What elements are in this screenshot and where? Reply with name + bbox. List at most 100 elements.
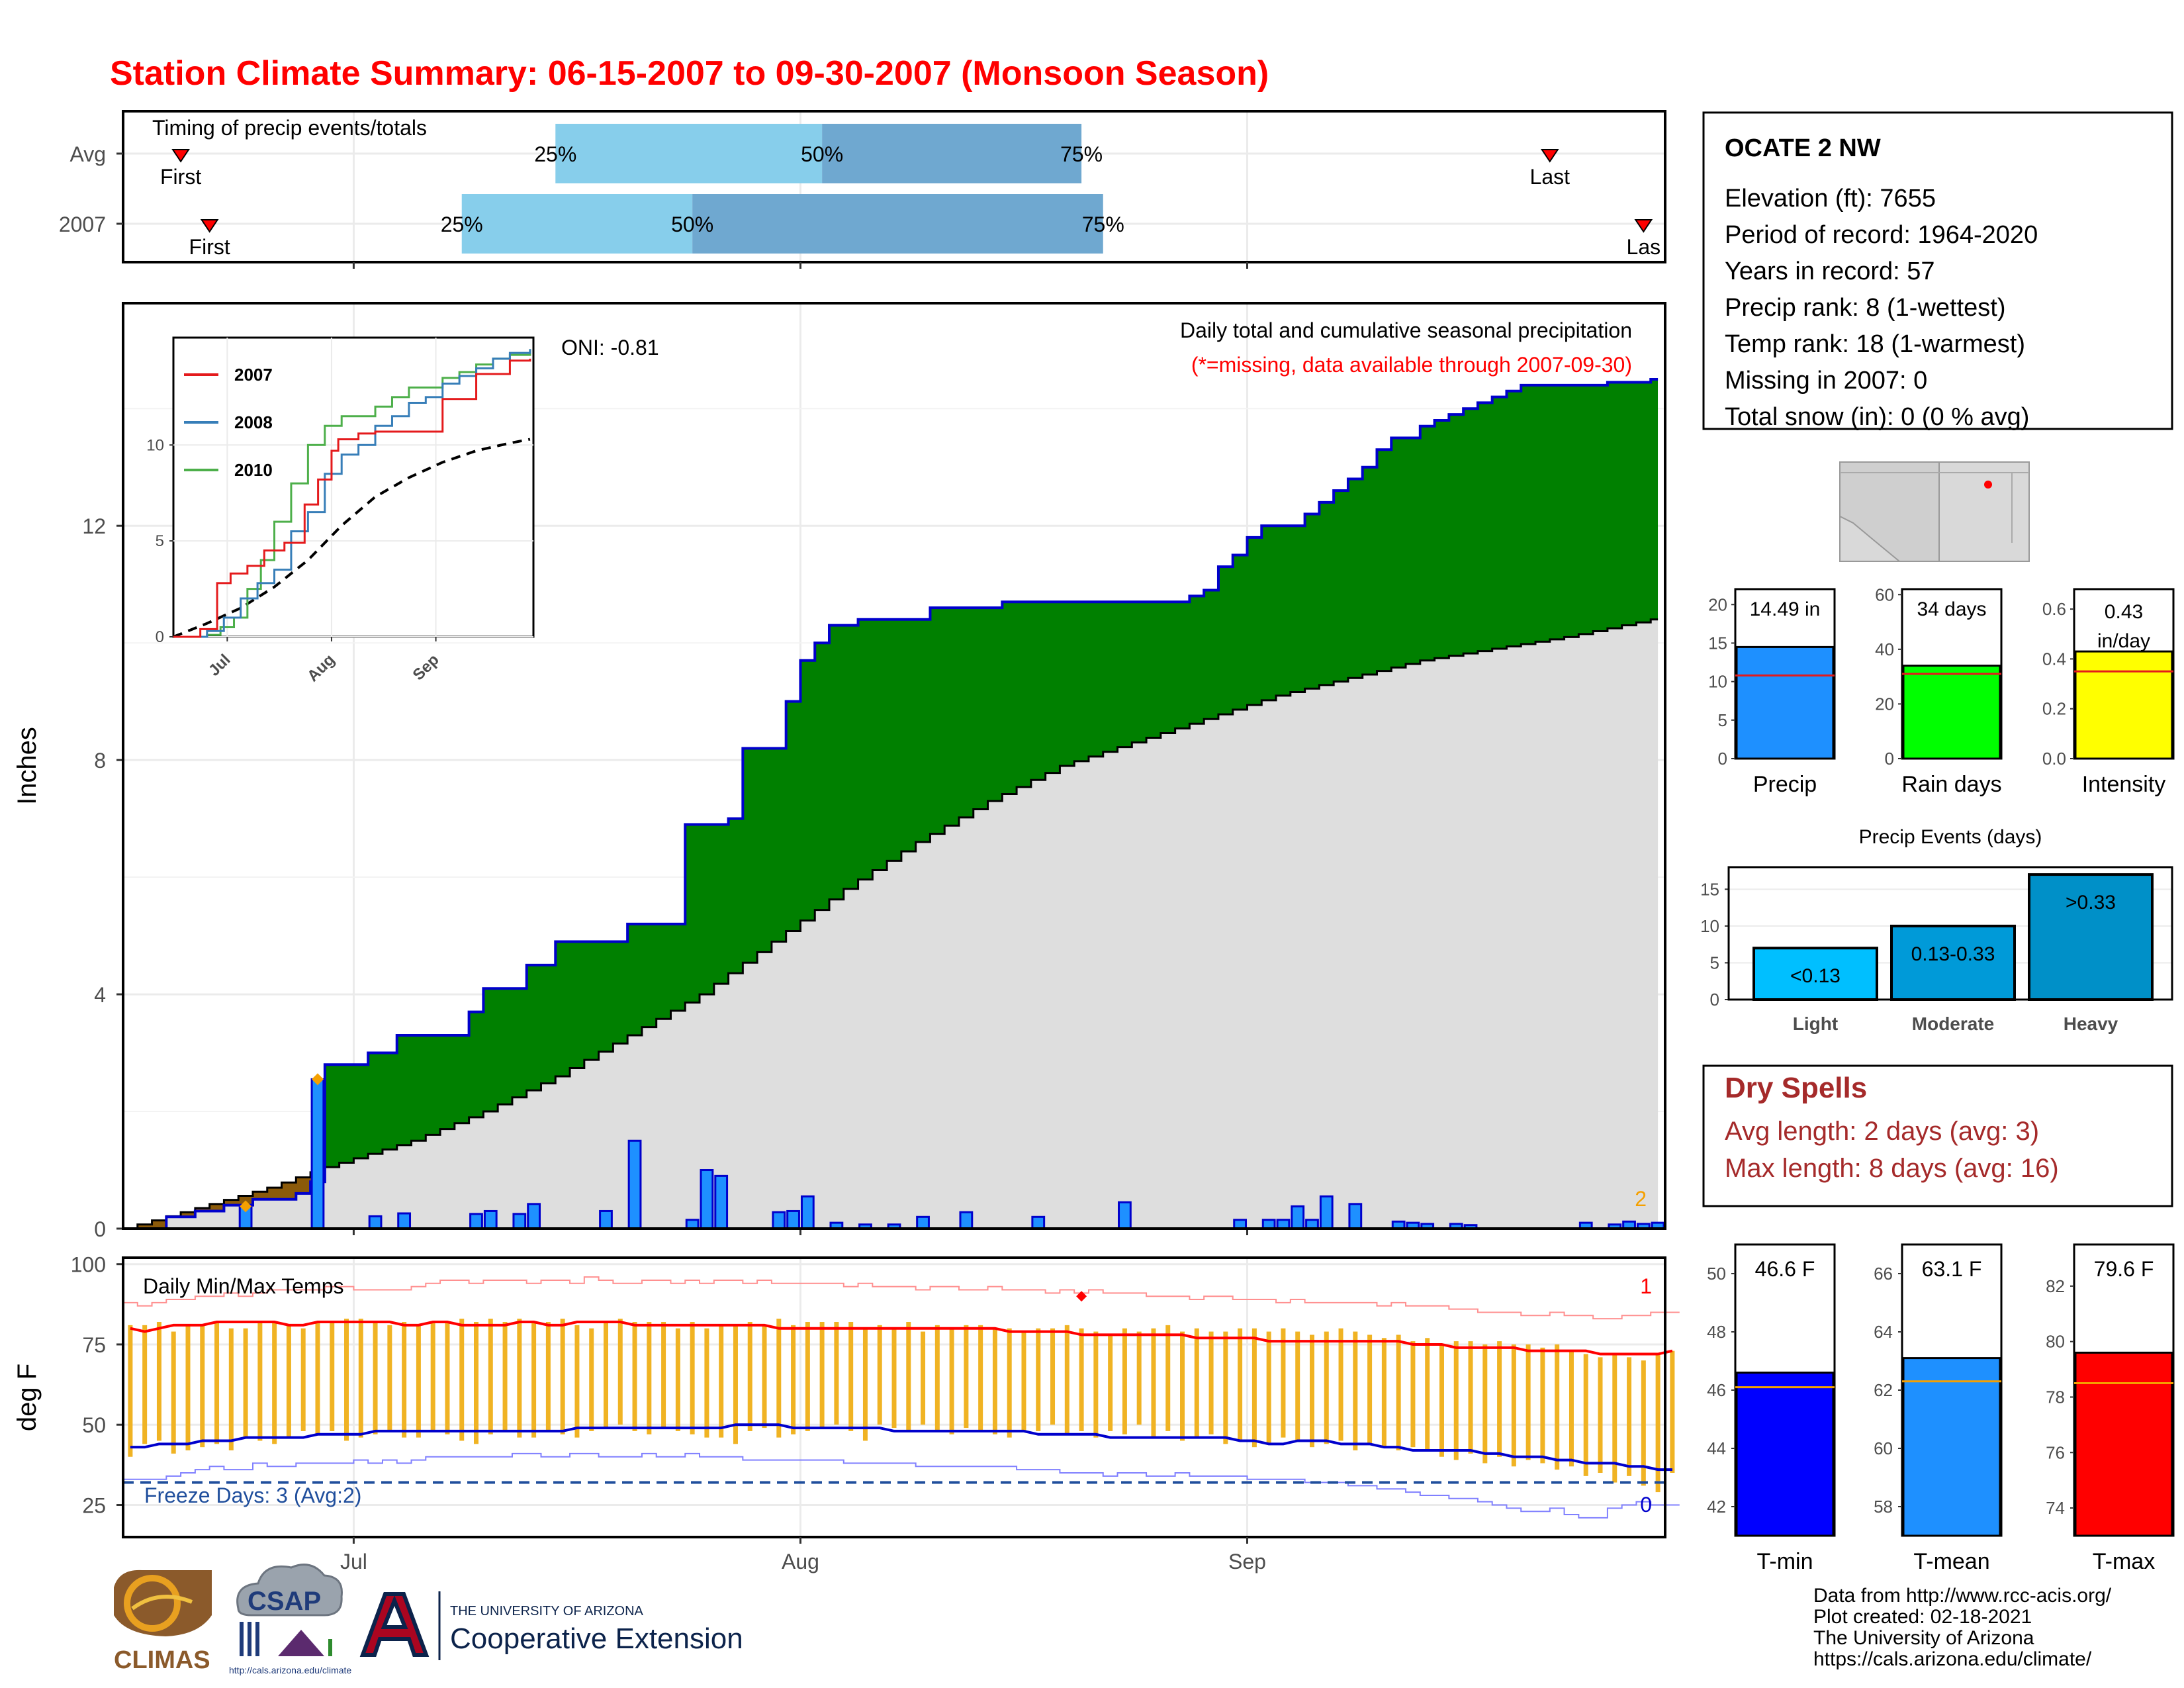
- daily-temp-range-bar: [545, 1322, 551, 1431]
- inset-y-tick-label: 0: [156, 628, 164, 646]
- mini-bar-value-unit: in/day: [2097, 630, 2150, 652]
- station-info-line: Precip rank: 8 (1-wettest): [1725, 294, 2005, 322]
- daily-temp-range-bar: [402, 1322, 407, 1438]
- daily-precip-bar: [959, 1211, 974, 1230]
- timing-q50-label: 50%: [671, 212, 713, 236]
- daily-temp-range-bar: [200, 1325, 205, 1448]
- timing-q50-q75-bar: [822, 124, 1082, 183]
- daily-temp-range-bar: [1194, 1328, 1199, 1438]
- temp-panel-frame: [122, 1256, 1666, 1538]
- daily-temp-range-bar: [1381, 1338, 1387, 1448]
- temp-bar-value-label: 79.6 F: [2094, 1257, 2154, 1281]
- timing-last-marker: [1540, 149, 1559, 163]
- daily-temp-range-bar: [704, 1328, 709, 1438]
- precip-events-tick-label: 0: [1710, 990, 1719, 1009]
- mini-bar-intensity: [2074, 650, 2173, 760]
- temp-y-tick-label: 75: [82, 1333, 106, 1357]
- x-axis-month-label: Jul: [340, 1550, 367, 1573]
- daily-temp-range-bar: [617, 1319, 623, 1425]
- daily-temp-range-bar: [257, 1322, 263, 1441]
- precip-events-range-label: 0.13-0.33: [1911, 943, 1995, 965]
- temp-bar-tick-label: 46: [1707, 1380, 1726, 1400]
- daily-temp-range-bar: [214, 1322, 220, 1444]
- average-cumulative-line: [123, 618, 1659, 1230]
- mini-bar-precip: [1735, 645, 1835, 760]
- daily-temp-range-bar: [272, 1322, 277, 1444]
- daily-temp-range-bar: [1165, 1325, 1171, 1431]
- daily-temp-range-bar: [877, 1325, 882, 1425]
- daily-temp-range-bar: [1108, 1335, 1113, 1431]
- daily-temp-range-bar: [848, 1322, 854, 1431]
- daily-temp-range-bar: [315, 1322, 320, 1434]
- precip-events-bar-light: [1752, 947, 1878, 1001]
- daily-temp-range-bar: [1410, 1341, 1416, 1448]
- inset-legend-label: 2008: [234, 412, 273, 432]
- daily-temp-range-bar: [474, 1322, 479, 1444]
- ua-block-a: [359, 1592, 430, 1657]
- temp-bar-value-label: 63.1 F: [1922, 1257, 1982, 1281]
- daily-temp-range-bar: [978, 1325, 983, 1431]
- daily-temp-range-bar: [416, 1325, 421, 1438]
- daily-temp-range-bar: [1338, 1328, 1343, 1441]
- page-title: Station Climate Summary: 06-15-2007 to 0…: [110, 54, 1269, 93]
- daily-temp-range-bar: [1583, 1354, 1588, 1476]
- temp-bar-tick-label: 58: [1874, 1497, 1893, 1517]
- climas-logo: CLIMAS: [114, 1570, 212, 1674]
- missing-note: (*=missing, data available through 2007-…: [1191, 353, 1632, 377]
- temp-bar-tick-label: 64: [1874, 1322, 1893, 1342]
- mini-bar-tick-label: 0: [1718, 749, 1727, 769]
- daily-temp-range-bar: [603, 1322, 608, 1429]
- footer-credit-line: Plot created: 02-18-2021: [1813, 1606, 2032, 1628]
- daily-temp-range-bar: [891, 1328, 897, 1429]
- daily-precip-bar: [786, 1209, 800, 1230]
- daily-temp-range-bar: [517, 1319, 522, 1438]
- daily-temp-range-bar: [286, 1325, 291, 1438]
- mini-bar-tick-label: 0: [1885, 749, 1894, 769]
- record-high-marker: [1076, 1291, 1087, 1302]
- mini-bar-value-label: 0.43: [2105, 601, 2143, 623]
- dry-spells-max: Max length: 8 days (avg: 16): [1725, 1154, 2059, 1183]
- daily-temp-range-bar: [964, 1325, 969, 1429]
- footer-credits: Data from http://www.rcc-acis.org/Plot c…: [1813, 1585, 2112, 1670]
- timing-q25-label: 25%: [441, 212, 483, 236]
- dry-spells-avg: Avg length: 2 days (avg: 3): [1725, 1117, 2039, 1146]
- timing-first-marker: [200, 219, 219, 233]
- temp-bar-tick-label: 82: [2046, 1276, 2065, 1296]
- new-mexico-shape: [1938, 461, 2030, 562]
- locator-map: [1839, 461, 2030, 562]
- mini-bar-value-label: 34 days: [1917, 598, 1986, 620]
- daily-precip-bar: [527, 1203, 541, 1230]
- daily-temp-range-bar: [574, 1325, 580, 1438]
- daily-temp-range-bar: [1569, 1350, 1574, 1467]
- station-info: OCATE 2 NW Elevation (ft): 7655 Period of…: [1702, 111, 2173, 431]
- temp-bar-t-mean: [1902, 1357, 2001, 1537]
- daily-temp-range-bar: [1425, 1338, 1430, 1451]
- timing-panel: Timing of precip events/totals 25% 50% 75%…: [59, 110, 1666, 269]
- precip-events-tick-label: 15: [1700, 879, 1719, 899]
- mini-bar-tick-label: 20: [1875, 694, 1894, 714]
- daily-temp-range-bar: [1525, 1344, 1531, 1460]
- daily-marker: [311, 1073, 324, 1086]
- station-info-line: Temp rank: 18 (1-warmest): [1725, 330, 2025, 358]
- daily-temp-range-bar: [445, 1322, 450, 1434]
- precip-panel-frame: [122, 302, 1666, 1230]
- daily-temp-range-bar: [647, 1322, 652, 1434]
- precip-events-chart: Precip Events (days) 0 5 10 15 <0.13 Light 0.13…: [1700, 826, 2173, 1034]
- dry-spells-box: Dry Spells Avg length: 2 days (avg: 3) M…: [1702, 1064, 2173, 1207]
- csap-bar: [248, 1622, 251, 1656]
- daily-temp-range-bar: [992, 1328, 997, 1434]
- daily-temp-range-bar: [1367, 1335, 1373, 1444]
- precip-corner-count: 2: [1635, 1187, 1647, 1211]
- csap-mountain: [278, 1630, 324, 1656]
- record-min-temp-line: [123, 1452, 1680, 1519]
- temp-bar-category-label: T-max: [2093, 1549, 2155, 1574]
- footer-credit-line: Data from http://www.rcc-acis.org/: [1813, 1585, 2112, 1607]
- temp-panel: 25 50 75 100 Daily Min/Max Temps 1 Freeze D…: [13, 1253, 1680, 1573]
- precip-events-tick-label: 10: [1700, 916, 1719, 936]
- mini-bar-tick-label: 10: [1708, 672, 1727, 692]
- x-axis-month-label: Sep: [1228, 1550, 1266, 1573]
- csap-bar: [240, 1622, 244, 1656]
- daily-temp-range-bar: [719, 1325, 724, 1438]
- station-info-line: Elevation (ft): 7655: [1725, 185, 1936, 212]
- precip-panel: 0 4 8 12 ONI: -0.81 Daily total and cumulat…: [13, 302, 1666, 1241]
